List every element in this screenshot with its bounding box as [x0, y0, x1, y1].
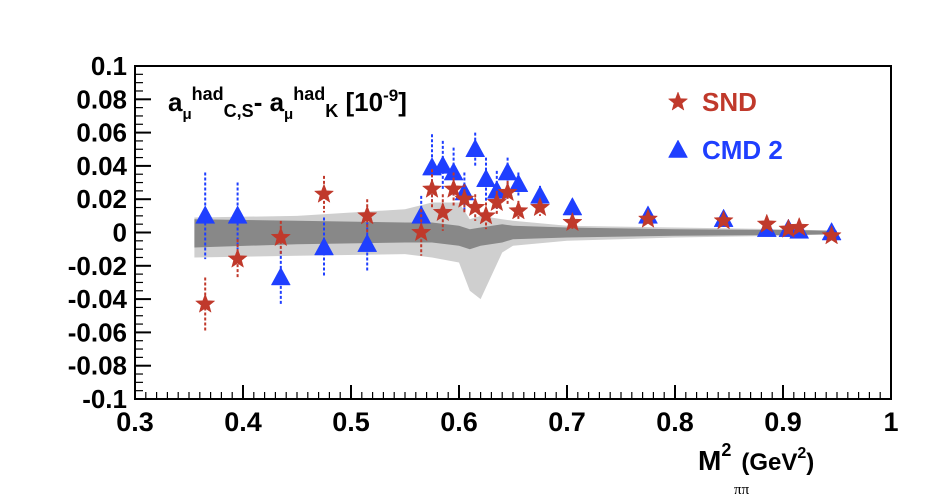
snd-point	[508, 200, 529, 220]
legend-triangle-icon	[668, 139, 688, 158]
x-tick-label: 0.4	[224, 407, 262, 437]
x-axis-title-subscript: ππ	[734, 482, 750, 498]
plot-annotation: aμhadC,S- aμhadK [10-9]	[168, 84, 407, 123]
legend: SND CMD 2	[667, 87, 783, 165]
snd-point	[357, 205, 378, 225]
x-tick-label: 0.5	[332, 407, 370, 437]
snd-point	[465, 196, 486, 217]
y-tick-label: 0.02	[76, 184, 127, 214]
x-tick-label: 0.6	[440, 407, 478, 437]
snd-point	[421, 178, 443, 198]
snd-point	[195, 293, 216, 313]
snd-point	[789, 216, 810, 237]
data-points	[195, 132, 842, 331]
snd-point	[475, 205, 497, 225]
x-tick-label: 0.8	[656, 407, 694, 437]
cmd2-point	[432, 155, 453, 174]
band-inner	[194, 219, 837, 250]
y-tick-label: -0.08	[68, 351, 127, 381]
snd-point	[313, 183, 335, 203]
cmd2-point	[508, 173, 529, 192]
x-tick-label: 1	[883, 407, 898, 437]
y-tick-label: 0.08	[76, 84, 127, 114]
snd-point	[432, 201, 453, 222]
cmd2-point	[465, 138, 486, 157]
y-tick-label: 0.04	[76, 151, 127, 181]
cmd2-point	[270, 266, 291, 286]
axes: 0.3 0.4 0.5 0.6 0.7 0.8 0.9 1-0.1-0.08-0.06-0.0…	[68, 51, 899, 437]
legend-marker-cmd2	[668, 139, 688, 158]
x-tick-label: 0.3	[116, 407, 154, 437]
cmd2-point	[357, 233, 378, 252]
snd-point	[562, 211, 583, 232]
y-tick-label: -0.06	[68, 317, 127, 347]
snd-point	[497, 181, 518, 202]
cmd2-point	[195, 205, 216, 224]
cmd2-point	[497, 162, 518, 181]
snd-point	[227, 248, 248, 268]
legend-marker-snd	[667, 91, 689, 111]
snd-point	[713, 210, 734, 230]
snd-point	[529, 196, 551, 217]
legend-label-cmd2: CMD 2	[702, 135, 783, 165]
x-axis-title: M2 (GeV2)	[698, 440, 814, 476]
legend-star-icon	[667, 91, 689, 111]
y-tick-label: -0.1	[82, 384, 127, 414]
y-tick-label: 0.1	[91, 51, 127, 81]
snd-point	[821, 225, 842, 245]
y-tick-label: -0.04	[68, 284, 128, 314]
y-tick-label: 0	[113, 218, 127, 248]
x-tick-label: 0.7	[548, 407, 586, 437]
y-tick-label: -0.02	[68, 251, 127, 281]
cmd2-point	[314, 236, 334, 256]
snd-point	[454, 188, 475, 208]
cmd2-point	[227, 205, 248, 224]
snd-point	[411, 221, 432, 242]
snd-point	[637, 208, 659, 228]
snd-point	[270, 226, 291, 247]
y-tick-label: 0.06	[76, 118, 127, 148]
legend-label-snd: SND	[702, 87, 757, 117]
snd-point	[756, 213, 777, 233]
snd-point	[443, 178, 464, 198]
cmd2-point	[476, 168, 496, 187]
x-tick-label: 0.9	[764, 407, 802, 437]
uncertainty-bands	[194, 202, 837, 300]
